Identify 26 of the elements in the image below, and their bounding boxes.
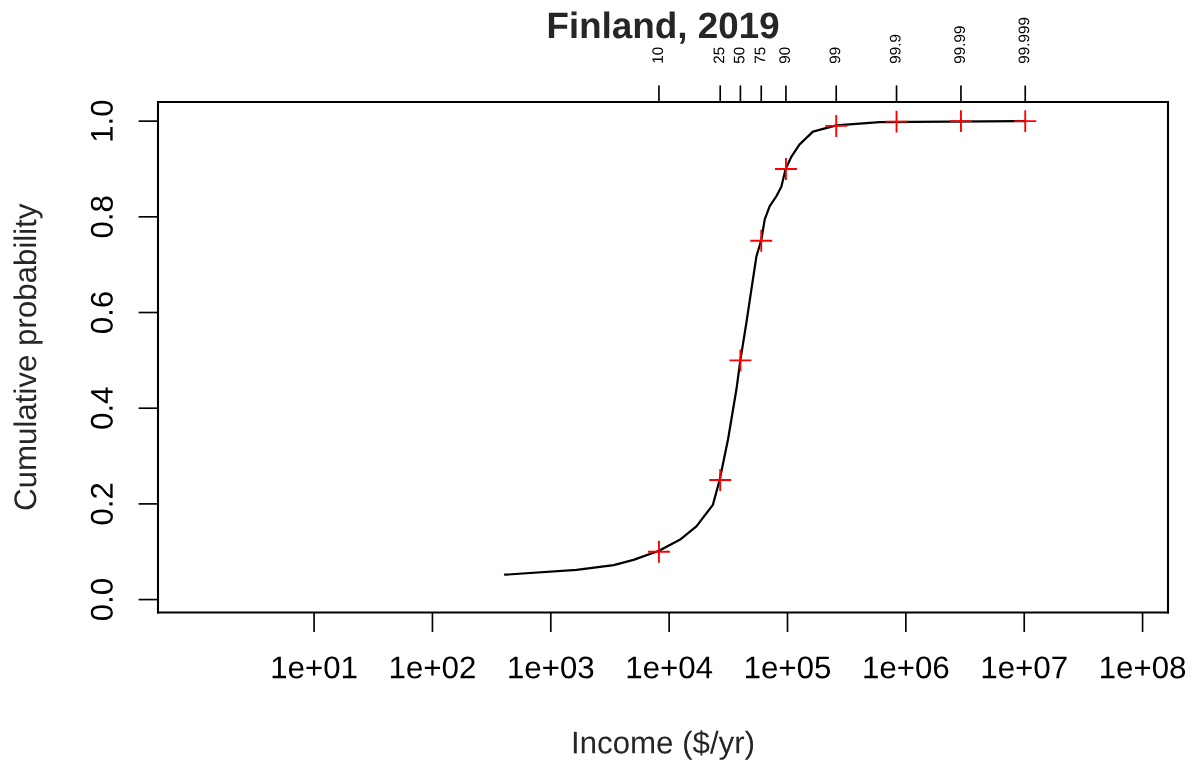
text: 75: [754, 47, 766, 64]
text: 25: [713, 47, 725, 64]
x-axis-title: Income ($/yr): [573, 730, 754, 760]
text: 90: [779, 47, 791, 64]
x-tick-label: 1e+03: [509, 656, 594, 679]
text: 50: [733, 47, 745, 64]
y-tick-label: 0.6: [90, 292, 113, 334]
x-tick-label: 1e+07: [982, 656, 1067, 679]
chart-title: Finland, 2019: [548, 11, 779, 44]
x-tick-label: 1e+02: [390, 656, 475, 679]
y-tick-label: 1.0: [90, 100, 113, 141]
text: 99.99: [954, 26, 966, 64]
y-tick-label: 0.2: [90, 483, 113, 525]
y-tick-label: 0.0: [90, 579, 113, 621]
text: 99: [829, 47, 841, 64]
text: 99.9: [889, 34, 901, 64]
x-tick-label: 1e+04: [627, 656, 713, 679]
x-tick-label: 1e+06: [864, 656, 949, 679]
x-tick-label: 1e+05: [746, 656, 831, 679]
y-tick-label: 0.8: [90, 196, 113, 238]
text: 10: [652, 47, 664, 63]
x-tick-label: 1e+01: [272, 656, 357, 679]
text: 99.999: [1018, 17, 1030, 64]
x-tick-label: 1e+08: [1101, 656, 1186, 679]
y-tick-label: 0.4: [90, 387, 113, 429]
y-axis-title: Cumulative probability: [13, 203, 43, 510]
